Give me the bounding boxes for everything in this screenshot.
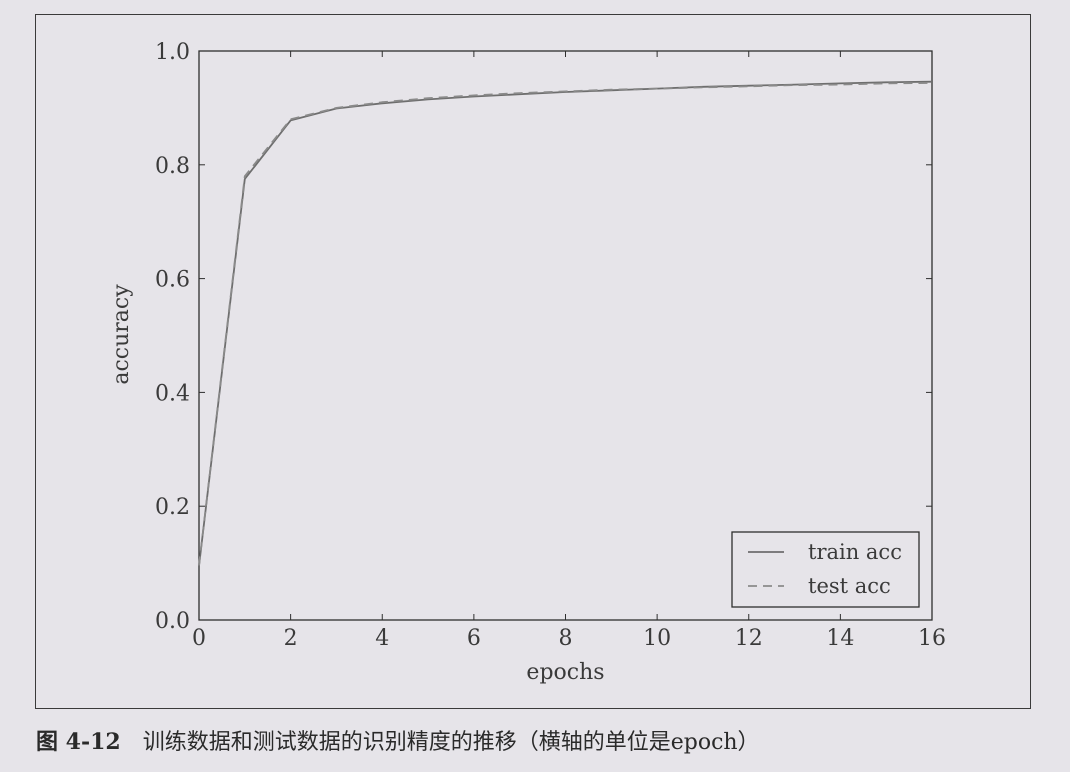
figure-number: 图 4-12 (36, 729, 121, 755)
x-tick-label: 16 (918, 626, 946, 651)
y-tick-label: 1.0 (155, 40, 190, 65)
x-tick-label: 6 (467, 626, 481, 651)
y-tick-label: 0.0 (155, 609, 190, 634)
x-tick-label: 2 (284, 626, 298, 651)
legend: train acc test acc (731, 531, 920, 608)
x-tick-label: 14 (826, 626, 854, 651)
accuracy-chart: 0 2 4 6 8 10 12 14 16 0.0 0.2 0.4 0.6 0.8 1.0 epochs a… (109, 40, 946, 685)
x-tick-label: 10 (643, 626, 671, 651)
series-line-train-acc (198, 80, 933, 567)
series-line-test-acc (198, 82, 933, 566)
legend-box (731, 531, 920, 608)
x-tick-label: 8 (559, 626, 573, 651)
x-axis-label: epochs (526, 660, 604, 685)
y-tick-label: 0.4 (155, 381, 190, 406)
y-tick-label: 0.6 (155, 268, 190, 293)
legend-label: train acc (808, 540, 902, 564)
caption-text: 训练数据和测试数据的识别精度的推移（横轴的单位是epoch） (142, 730, 760, 755)
axis-ticks: 0 2 4 6 8 10 12 14 16 0.0 0.2 0.4 0.6 0.8 1.0 (155, 40, 946, 651)
y-tick-label: 0.8 (155, 154, 190, 179)
x-tick-label: 12 (735, 626, 763, 651)
x-tick-label: 4 (375, 626, 389, 651)
figure-caption: 图 4-12 训练数据和测试数据的识别精度的推移（横轴的单位是epoch） (36, 724, 760, 758)
series-lines (198, 80, 933, 567)
figure-frame (35, 14, 1031, 709)
y-axis-label: accuracy (109, 284, 134, 385)
legend-label: test acc (808, 574, 891, 598)
x-tick-label: 0 (192, 626, 206, 651)
y-tick-label: 0.2 (155, 495, 190, 520)
